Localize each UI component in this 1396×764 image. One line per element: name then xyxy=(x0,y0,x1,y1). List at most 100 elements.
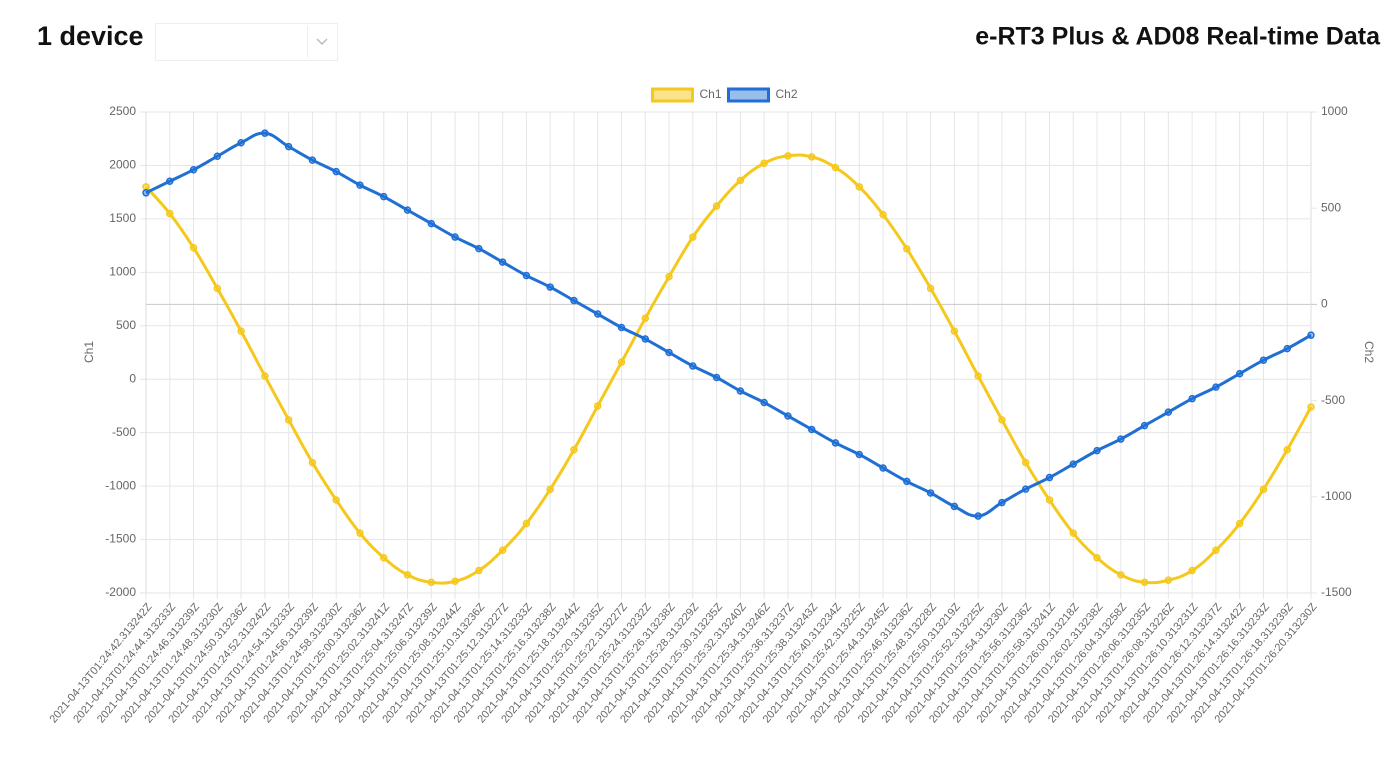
data-point xyxy=(831,439,840,447)
data-point xyxy=(1212,383,1220,391)
data-point xyxy=(617,323,626,332)
data-point xyxy=(1283,446,1291,454)
data-point xyxy=(998,498,1006,507)
data-point xyxy=(380,553,388,562)
data-point xyxy=(332,496,340,504)
data-point xyxy=(903,477,911,486)
data-point xyxy=(284,416,293,424)
page-title: e-RT3 Plus & AD08 Real-time Data xyxy=(975,23,1381,51)
data-point xyxy=(403,571,412,579)
data-point xyxy=(1021,458,1030,467)
data-point xyxy=(831,163,840,172)
y-tick-label: -1500 xyxy=(105,532,136,546)
y-tick-label: -1000 xyxy=(105,478,136,492)
data-point xyxy=(1140,578,1149,587)
data-point xyxy=(1117,435,1125,443)
data-point xyxy=(998,416,1006,424)
data-point xyxy=(950,327,959,335)
data-point xyxy=(498,258,507,266)
data-point xyxy=(451,233,459,241)
data-point xyxy=(1117,571,1125,579)
data-point xyxy=(213,284,222,293)
dropdown-box[interactable] xyxy=(155,23,338,61)
y2-tick-label: 0 xyxy=(1321,297,1328,311)
data-point xyxy=(665,348,673,357)
data-point xyxy=(166,177,174,186)
data-point xyxy=(237,139,245,147)
data-point xyxy=(950,502,959,511)
device-title: 1 device xyxy=(37,21,144,51)
data-point xyxy=(784,412,792,420)
data-point xyxy=(903,245,911,253)
data-point xyxy=(1283,344,1291,353)
legend-swatch xyxy=(727,87,770,103)
device-dropdown[interactable] xyxy=(155,23,338,61)
data-point xyxy=(974,372,982,380)
data-point xyxy=(665,272,673,281)
y-tick-label: 2500 xyxy=(109,104,136,118)
data-point xyxy=(475,244,483,253)
y-tick-label: 0 xyxy=(129,371,136,385)
grid xyxy=(140,111,1317,599)
data-point xyxy=(689,233,697,241)
data-point xyxy=(712,373,721,382)
legend-item[interactable]: Ch1 xyxy=(651,87,722,103)
data-point xyxy=(807,425,816,434)
data-point xyxy=(736,176,745,185)
legend-label: Ch2 xyxy=(776,87,798,101)
data-point xyxy=(427,578,436,587)
data-point xyxy=(760,159,768,168)
data-point xyxy=(1212,546,1220,554)
data-point xyxy=(1259,485,1268,494)
data-point xyxy=(1307,403,1315,411)
data-point xyxy=(1188,566,1196,575)
data-point xyxy=(403,206,412,214)
y2-tick-label: -1500 xyxy=(1321,585,1352,599)
data-point xyxy=(1235,519,1244,528)
data-point xyxy=(166,209,174,218)
legend-label: Ch1 xyxy=(700,87,722,101)
data-point xyxy=(356,181,364,189)
data-point xyxy=(641,335,650,343)
data-point xyxy=(926,284,935,293)
y-tick-label: 1000 xyxy=(109,265,136,279)
data-point xyxy=(593,402,602,410)
data-point xyxy=(855,450,864,459)
data-point xyxy=(879,464,887,472)
data-point xyxy=(1021,485,1030,493)
data-point xyxy=(546,485,554,494)
data-point xyxy=(498,546,507,554)
data-point xyxy=(522,271,531,280)
data-point xyxy=(237,327,245,335)
data-point xyxy=(593,310,602,318)
legend-item[interactable]: Ch2 xyxy=(727,87,798,103)
data-point xyxy=(1235,369,1244,378)
data-point xyxy=(641,314,650,323)
y2-tick-label: -500 xyxy=(1321,393,1345,407)
data-point xyxy=(380,192,388,201)
data-point xyxy=(855,183,864,191)
data-point xyxy=(689,362,697,370)
data-point xyxy=(261,372,269,380)
data-point xyxy=(1093,446,1101,455)
data-point xyxy=(189,243,198,252)
y2-tick-label: 500 xyxy=(1321,200,1341,214)
data-point xyxy=(213,152,222,161)
y2-tick-label: -1000 xyxy=(1321,489,1352,503)
data-point xyxy=(807,153,816,161)
data-point xyxy=(308,458,317,467)
data-point xyxy=(189,165,198,174)
data-point xyxy=(712,202,721,210)
data-point xyxy=(570,446,578,454)
dropdown-chevron xyxy=(316,38,328,46)
data-point xyxy=(974,512,982,520)
data-point xyxy=(427,219,436,228)
data-point xyxy=(308,156,317,164)
data-point xyxy=(1164,408,1173,416)
data-point xyxy=(475,566,483,575)
y-tick-label: -500 xyxy=(112,425,136,439)
data-point xyxy=(1164,576,1173,584)
data-point xyxy=(522,519,531,528)
data-point xyxy=(1045,496,1054,504)
